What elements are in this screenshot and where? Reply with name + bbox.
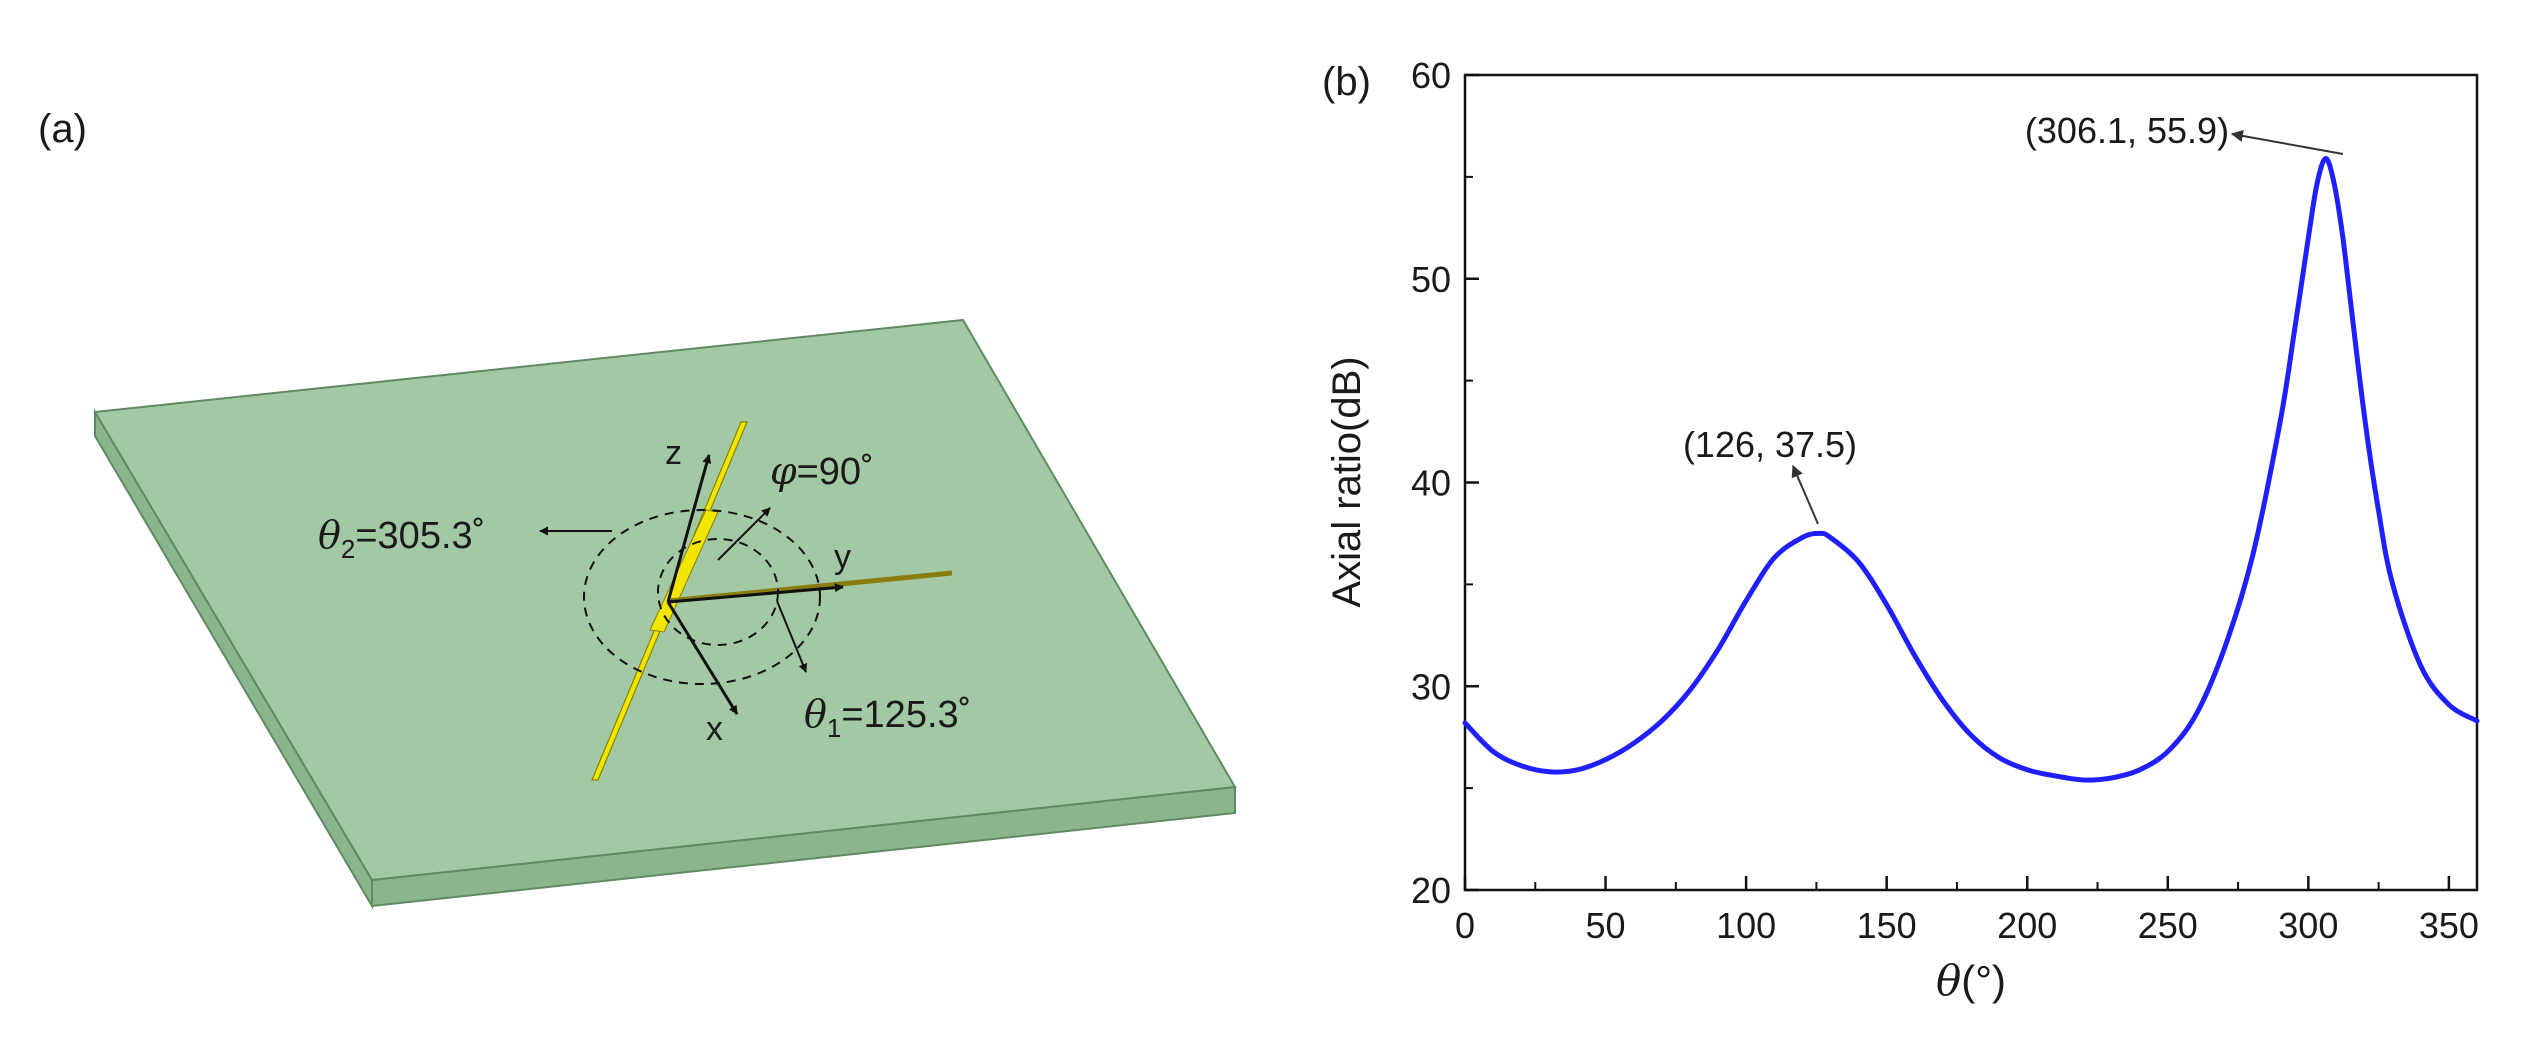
x-tick-label: 50 (1586, 905, 1626, 946)
x-axis-label: x (706, 710, 723, 748)
phi-symbol: φ (770, 449, 797, 493)
theta2-subscript: 2 (341, 534, 355, 564)
x-axis-title: θ(°) (1936, 956, 2006, 1005)
x-axis-title-unit: (°) (1961, 957, 2006, 1004)
x-tick-label: 0 (1455, 905, 1475, 946)
wire-y-arm (667, 570, 953, 604)
tick-labels: 0 50 100 150 200 250 300 350 20 30 40 50 60 (1411, 55, 2479, 946)
y-tick-label: 60 (1411, 55, 1451, 96)
annotation-local-peak: (126, 37.5) (1683, 424, 1857, 465)
phi-arrow (717, 507, 771, 561)
x-axis-title-symbol: θ (1936, 956, 1961, 1005)
x-tick-label: 200 (1997, 905, 2057, 946)
theta1-subscript: 1 (827, 713, 841, 743)
axial-ratio-curve (1462, 156, 2480, 783)
x-tick-label: 300 (2278, 905, 2338, 946)
theta2-symbol: θ (318, 513, 341, 557)
plot-frame (1463, 73, 2479, 892)
annotation-arrow-peak (2230, 130, 2344, 155)
panel-b-chart: (b) 0 50 100 150 200 250 300 350 20 30 40 50 60 Axia… (1322, 55, 2480, 1005)
x-tick-label: 250 (2138, 905, 2198, 946)
y-axis-arrow (667, 583, 844, 604)
theta1-arrow (776, 600, 808, 673)
phi-value: =90˚ (797, 451, 874, 493)
x-axis-arrow (666, 601, 739, 715)
y-tick-label: 20 (1411, 870, 1451, 911)
coordinate-axes (539, 454, 844, 715)
x-tick-label: 350 (2419, 905, 2479, 946)
panel-b-label: (b) (1322, 60, 1371, 104)
y-tick-label: 50 (1411, 259, 1451, 300)
panel-a-label: (a) (38, 107, 87, 151)
annotation-peak: (306.1, 55.9) (2025, 110, 2229, 151)
theta1-value: =125.3˚ (841, 694, 971, 736)
x-tick-label: 100 (1716, 905, 1776, 946)
axis-ticks (1463, 73, 2451, 892)
phi-label: φ=90˚ (770, 449, 874, 493)
panel-a: (a) z y x φ=9 (38, 107, 1237, 910)
y-axis-label: y (834, 538, 851, 576)
y-axis-title: Axial ratio(dB) (1325, 356, 1369, 607)
z-axis-arrow (666, 454, 712, 603)
x-tick-label: 150 (1857, 905, 1917, 946)
annotation-arrow-local (1791, 464, 1819, 525)
theta1-symbol: θ (804, 692, 827, 736)
theta2-value: =305.3˚ (355, 515, 485, 557)
outer-dashed-circle (583, 509, 821, 685)
theta1-label: θ1=125.3˚ (804, 692, 971, 743)
y-tick-label: 40 (1411, 463, 1451, 504)
z-axis-label: z (665, 434, 682, 472)
y-tick-label: 30 (1411, 666, 1451, 707)
theta2-label: θ2=305.3˚ (318, 513, 485, 564)
